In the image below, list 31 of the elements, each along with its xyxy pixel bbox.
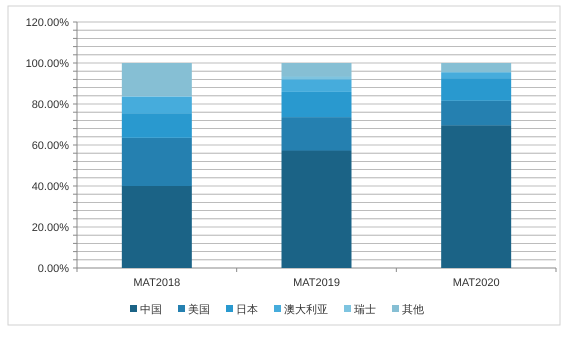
y-tick-label: 40.00%: [32, 181, 70, 193]
bar: [282, 117, 352, 151]
y-tick-label: 60.00%: [32, 140, 70, 152]
bar: [282, 150, 352, 268]
bar: [282, 92, 352, 118]
y-tick-label: 120.00%: [26, 17, 70, 29]
bar: [441, 63, 512, 72]
bar: [441, 100, 512, 126]
x-tick-label: MAT2018: [133, 277, 180, 289]
legend-label: 美国: [188, 303, 210, 316]
bar: [441, 125, 512, 268]
legend-label: 瑞士: [354, 303, 376, 316]
legend-label: 中国: [140, 303, 162, 316]
y-tick-label: 100.00%: [26, 58, 70, 70]
bar: [441, 72, 512, 78]
legend-label: 日本: [236, 303, 258, 316]
bar: [122, 113, 192, 138]
y-tick-label: 0.00%: [38, 263, 70, 275]
bar: [122, 63, 192, 96]
bar: [122, 138, 192, 186]
y-tick-label: 20.00%: [32, 222, 70, 234]
y-tick-label: 80.00%: [32, 99, 70, 111]
x-tick-label: MAT2020: [452, 277, 500, 289]
bar: [282, 79, 352, 92]
bar: [122, 186, 192, 268]
x-tick-label: MAT2019: [293, 277, 340, 289]
bar: [122, 96, 192, 114]
legend-label: 澳大利亚: [284, 303, 328, 316]
bar: [282, 63, 352, 77]
legend-label: 其他: [402, 303, 424, 316]
bar: [441, 78, 512, 101]
